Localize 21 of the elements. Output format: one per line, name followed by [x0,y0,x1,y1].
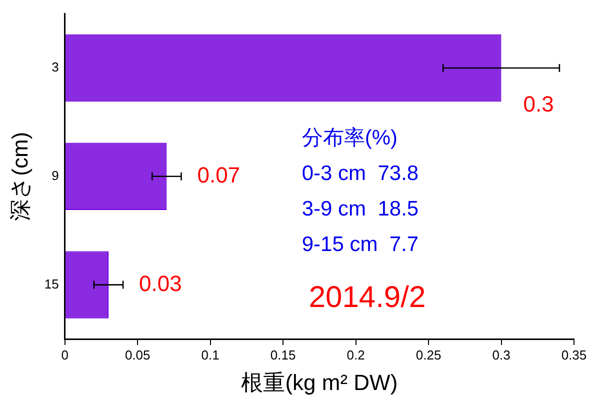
data-label: 0.03 [139,270,182,296]
x-axis-title: 根重(kg m² DW) [241,370,398,395]
annotation: 9-15 cm 7.7 [302,233,419,256]
y-axis-title: 深さ(cm) [7,132,32,221]
annotation: 分布率(%) [302,126,398,150]
annotation: 2014.9/2 [308,281,426,314]
x-tick-label: 0.25 [416,347,442,362]
x-tick-label: 0.35 [561,347,587,362]
data-label: 0.3 [523,92,554,117]
data-label: 0.07 [197,162,240,188]
annotation: 3-9 cm 18.5 [302,198,419,221]
x-tick-label: 0.05 [124,347,150,362]
y-tick-label: 9 [52,168,59,183]
y-tick-label: 15 [44,276,59,292]
x-tick-label: 0.15 [270,347,296,362]
annotation: 0-3 cm 73.8 [302,162,419,186]
x-tick-label: 0.1 [201,347,220,362]
x-tick-label: 0.2 [346,347,365,362]
x-tick-label: 0 [61,347,68,362]
y-tick-label: 3 [52,60,59,75]
x-tick-label: 0.3 [492,347,510,362]
